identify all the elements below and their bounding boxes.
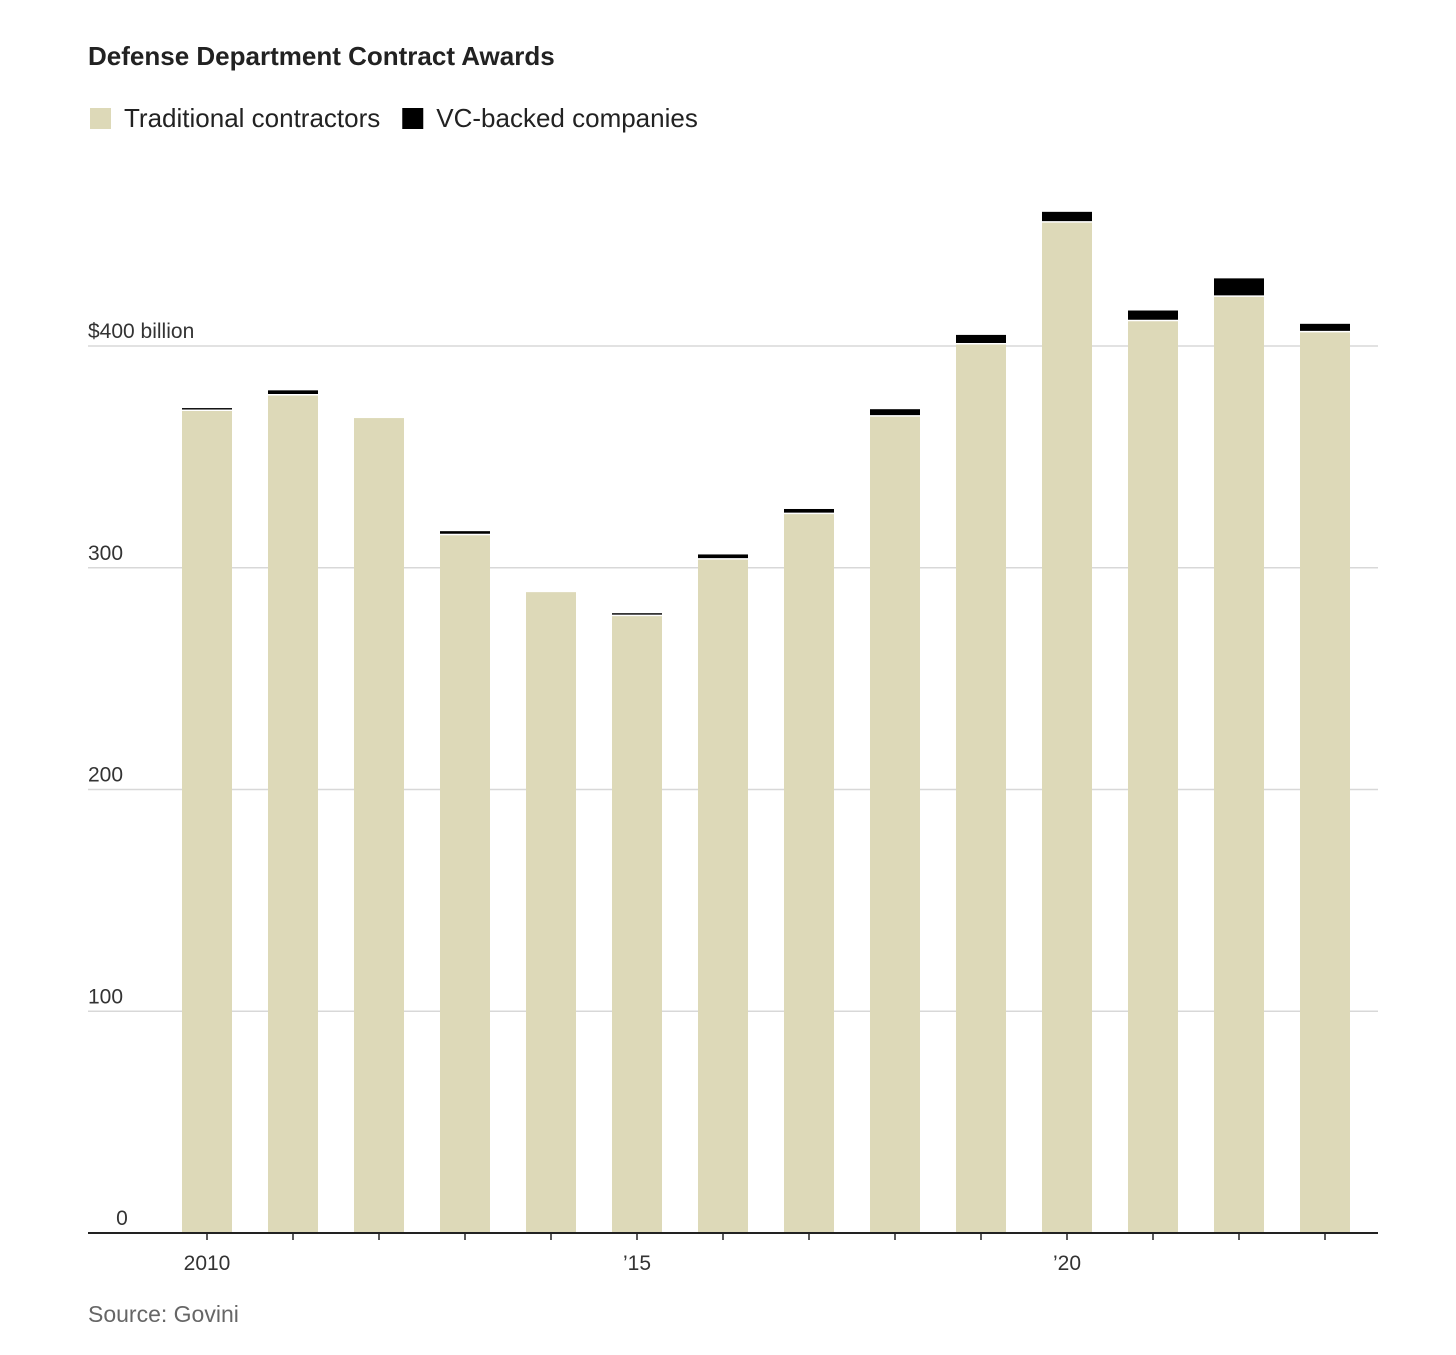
y-tick-label: 100 — [88, 985, 123, 1008]
bar-segment — [784, 508, 834, 514]
y-tick-label: 0 — [116, 1207, 128, 1230]
bar-segment — [870, 409, 920, 416]
bar-segment — [440, 534, 490, 1233]
x-tick-label: 2010 — [184, 1252, 231, 1275]
bar-segment — [612, 613, 662, 616]
bar-segment — [1300, 323, 1350, 332]
bar-segment — [182, 410, 232, 1233]
bar-segment — [1300, 331, 1350, 1233]
bar-segment — [870, 415, 920, 1233]
legend-label: VC-backed companies — [436, 103, 698, 133]
bar-segment — [698, 558, 748, 1233]
bar-segment — [440, 531, 490, 535]
source: Source: Govini — [88, 1301, 239, 1327]
chart-title: Defense Department Contract Awards — [88, 41, 555, 71]
legend-label: Traditional contractors — [124, 103, 380, 133]
bar-segment — [1042, 211, 1092, 222]
bar-segment — [1128, 310, 1178, 321]
bar-segment — [268, 390, 318, 395]
legend-swatch — [402, 108, 424, 129]
bar-segment — [182, 408, 232, 411]
x-tick-label: ’20 — [1053, 1252, 1081, 1275]
x-tick-label: ’15 — [623, 1252, 651, 1275]
bar-segment — [526, 592, 576, 1233]
bar-segment — [1042, 221, 1092, 1233]
bar-segment — [698, 554, 748, 559]
bar-segment — [1214, 278, 1264, 297]
bar-segment — [1214, 296, 1264, 1233]
bar-segment — [268, 394, 318, 1233]
bar-segment — [784, 513, 834, 1233]
bar-segment — [956, 334, 1006, 344]
bar-segment — [354, 418, 404, 1234]
bar-segment — [956, 343, 1006, 1234]
y-tick-label: 300 — [88, 542, 123, 565]
legend-swatch — [90, 108, 111, 129]
bar-segment — [1128, 320, 1178, 1233]
y-tick-label: $400 billion — [88, 320, 194, 343]
bar-segment — [612, 615, 662, 1233]
y-tick-label: 200 — [88, 764, 123, 787]
